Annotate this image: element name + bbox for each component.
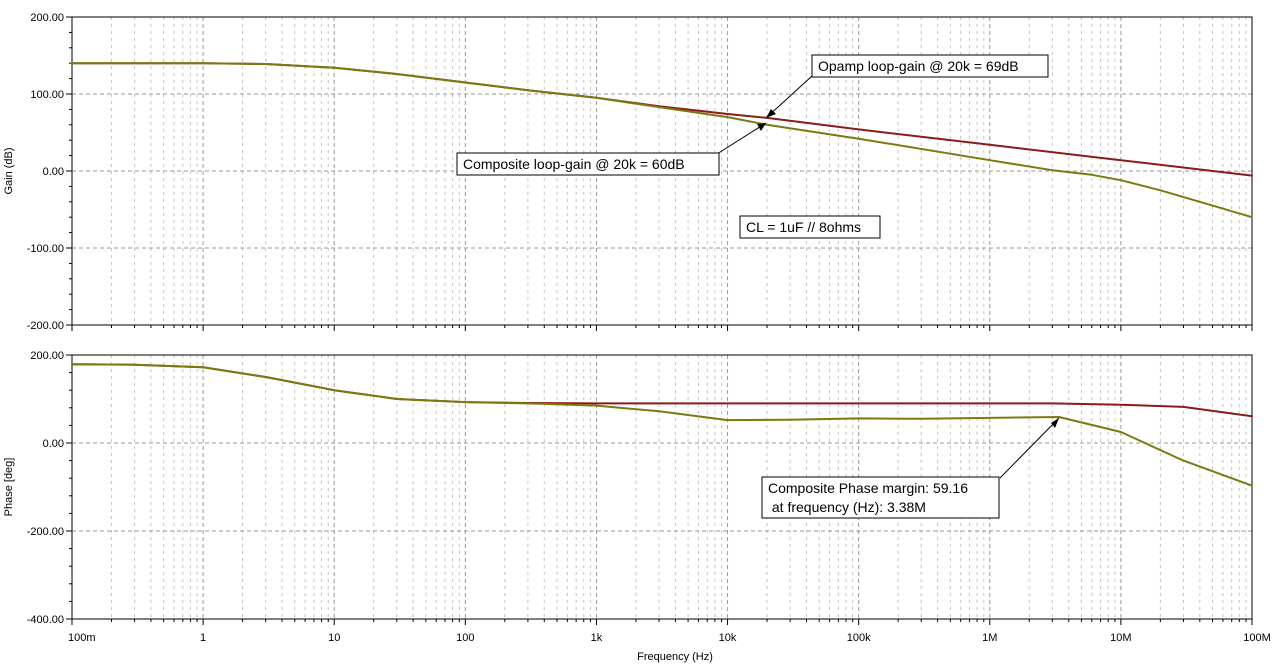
- x-tick-label: 100k: [847, 632, 871, 644]
- phase-grid: [66, 354, 1253, 625]
- phase-y-tick-label: -400.00: [27, 614, 64, 626]
- x-tick-label: 100: [456, 632, 474, 644]
- annotation-opamp-loop-gain: Opamp loop-gain @ 20k = 69dB: [765, 54, 1049, 119]
- x-tick-label: 1k: [591, 632, 603, 644]
- annotation-opamp-arrow: [765, 75, 813, 119]
- phase-y-tick-label: 200.00: [30, 350, 64, 362]
- phase-y-tick-label: -200.00: [27, 526, 64, 538]
- gain-series: [71, 62, 1253, 219]
- phase-plot-area: [71, 354, 1253, 620]
- x-axis-label: Frequency (Hz): [637, 651, 713, 663]
- annotation-phase-box: [761, 476, 1000, 519]
- gain-series-1-line: [71, 62, 1253, 219]
- annotation-composite-loop-gain: Composite loop-gain @ 20k = 60dB: [456, 122, 767, 176]
- annotation-composite-text: Composite loop-gain @ 20k = 60dB: [463, 156, 685, 172]
- gain-y-axis-label: Gain (dB): [3, 147, 15, 194]
- annotation-phase-arrow: [999, 417, 1060, 479]
- gain-y-tick-label: 0.00: [43, 166, 64, 178]
- annotation-phase-text-line1: Composite Phase margin: 59.16: [768, 480, 968, 496]
- gain-y-tick-label: -100.00: [27, 243, 64, 255]
- annotation-opamp-box: [811, 54, 1049, 78]
- gain-y-tick-label: 200.00: [30, 12, 64, 24]
- annotation-load-text: CL = 1uF // 8ohms: [746, 219, 861, 235]
- annotation-composite-arrow: [716, 122, 767, 155]
- x-tick-label: 100M: [1243, 632, 1271, 644]
- annotation-phase-text-line2: at frequency (Hz): 3.38M: [768, 499, 926, 515]
- annotation-phase-margin: Composite Phase margin: 59.16 at frequen…: [761, 417, 1060, 519]
- x-tick-label: 1: [200, 632, 206, 644]
- phase-y-ticks: 200.00 0.00 -200.00 -400.00: [27, 350, 64, 626]
- phase-series-1-line: [71, 363, 1253, 487]
- annotation-load: CL = 1uF // 8ohms: [739, 215, 881, 239]
- gain-y-tick-label: 100.00: [30, 89, 64, 101]
- x-tick-label: 10M: [1110, 632, 1131, 644]
- gain-plot-area: [71, 16, 1253, 326]
- phase-series: [71, 363, 1253, 487]
- annotation-composite-box: [456, 152, 720, 176]
- phase-y-axis-label: Phase [deg]: [3, 458, 15, 517]
- x-tick-label: 10: [328, 632, 340, 644]
- x-ticks: 100m 1 10 100 1k 10k 100k 1M 10M 100M: [68, 632, 1271, 644]
- gain-y-tick-label: -200.00: [27, 320, 64, 332]
- annotation-opamp-text: Opamp loop-gain @ 20k = 69dB: [818, 58, 1019, 74]
- x-tick-label: 1M: [982, 632, 997, 644]
- phase-series-0-line: [71, 363, 1253, 418]
- annotation-composite-arrowhead: [757, 123, 766, 131]
- x-tick-label: 100m: [68, 632, 96, 644]
- x-tick-label: 10k: [719, 632, 737, 644]
- annotation-load-box: [739, 215, 881, 239]
- phase-y-tick-label: 0.00: [43, 438, 64, 450]
- annotation-opamp-arrowhead: [766, 109, 776, 118]
- annotation-phase-arrowhead: [1051, 418, 1059, 428]
- gain-y-ticks: 200.00 100.00 0.00 -100.00 -200.00: [27, 12, 64, 332]
